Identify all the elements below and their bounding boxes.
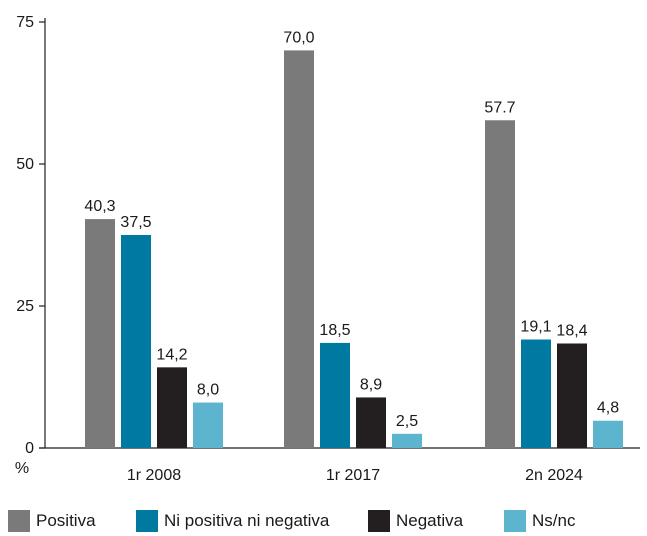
legend: Positiva Ni positiva ni negativa Negativ…: [8, 510, 575, 532]
y-tick-label: 25: [16, 298, 34, 315]
x-tick-label: 1r 2017: [326, 467, 380, 484]
legend-swatch-positiva: [8, 510, 30, 532]
legend-item-ni-positiva-ni-negativa: Ni positiva ni negativa: [136, 510, 368, 532]
bar: [121, 235, 151, 448]
bar: [392, 434, 422, 448]
y-tick-label: 75: [16, 14, 34, 31]
x-tick-label: 1r 2008: [127, 467, 181, 484]
legend-swatch-ns-nc: [504, 510, 526, 532]
bar: [521, 340, 551, 448]
bar: [284, 50, 314, 448]
legend-label-ns-nc: Ns/nc: [532, 511, 575, 531]
data-label: 70,0: [283, 29, 314, 46]
legend-item-ns-nc: Ns/nc: [504, 510, 575, 532]
data-label: 19,1: [520, 319, 551, 336]
data-label: 18,5: [319, 322, 350, 339]
legend-item-positiva: Positiva: [8, 510, 136, 532]
bar: [557, 343, 587, 448]
bar: [320, 343, 350, 448]
data-label: 14,2: [156, 346, 187, 363]
legend-label-positiva: Positiva: [36, 511, 96, 531]
data-label: 8,0: [197, 382, 219, 399]
data-label: 18,4: [556, 322, 587, 339]
data-label: 4,8: [597, 400, 619, 417]
bar: [85, 219, 115, 448]
legend-swatch-negativa: [368, 510, 390, 532]
legend-label-negativa: Negativa: [396, 511, 463, 531]
bar: [157, 367, 187, 448]
y-axis-unit-label: %: [15, 460, 29, 477]
bar: [593, 421, 623, 448]
data-label: 37,5: [120, 214, 151, 231]
data-label: 2,5: [396, 413, 418, 430]
bar-chart: 0 25 50 75% 40,3 37,5 14,2 8,0 1r 2008 70,0 18,5 8,…: [0, 0, 647, 500]
legend-item-negativa: Negativa: [368, 510, 504, 532]
x-tick-label: 2n 2024: [525, 467, 583, 484]
data-label: 40,3: [84, 198, 115, 215]
data-label: 57.7: [484, 99, 515, 116]
y-tick-label: 50: [16, 156, 34, 173]
bar: [485, 120, 515, 448]
bar: [193, 403, 223, 448]
bar: [356, 397, 386, 448]
legend-label-ni-positiva-ni-negativa: Ni positiva ni negativa: [164, 511, 329, 531]
data-label: 8,9: [360, 376, 382, 393]
y-tick-label: 0: [25, 440, 34, 457]
legend-swatch-ni-positiva-ni-negativa: [136, 510, 158, 532]
